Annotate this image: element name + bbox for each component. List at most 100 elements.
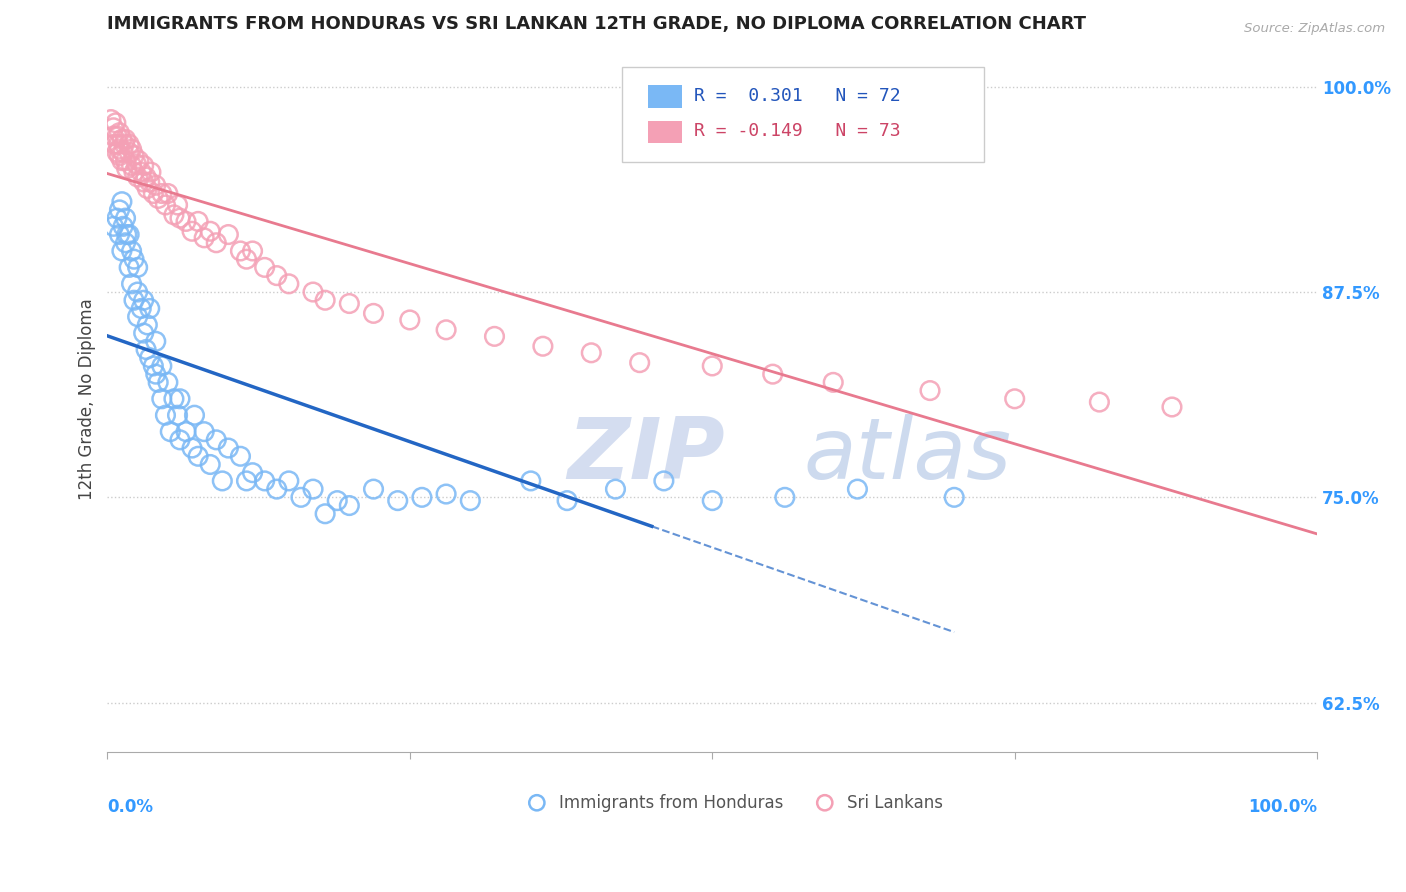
Point [187,214,209,228]
Point [605,482,627,496]
Point [104,116,127,130]
Point [205,433,228,447]
Point [181,224,204,238]
Point [118,227,141,242]
Point [111,194,134,209]
Point [150,359,173,373]
Point [156,186,179,201]
Point [302,482,325,496]
Point [253,260,276,275]
Text: Sri Lankans: Sri Lankans [846,794,942,812]
Point [217,227,239,242]
Text: ZIP: ZIP [567,414,724,497]
Point [112,145,135,160]
Point [138,301,160,316]
Point [1004,392,1026,406]
Point [104,137,127,152]
Point [114,132,136,146]
Point [823,376,845,390]
Point [411,491,433,505]
Point [163,208,186,222]
Point [266,268,288,283]
Point [107,137,129,152]
Point [127,260,149,275]
Point [266,482,288,496]
Bar [648,120,682,143]
Point [132,326,155,340]
Point [702,359,724,373]
Point [115,227,138,242]
Point [127,285,149,299]
Point [129,165,152,179]
Point [229,450,252,464]
Text: Immigrants from Honduras: Immigrants from Honduras [558,794,783,812]
Point [108,202,131,217]
Point [183,408,205,422]
Text: 0.0%: 0.0% [107,797,153,816]
Point [235,252,257,267]
Point [762,367,785,381]
Point [169,433,191,447]
Point [121,142,143,156]
Point [174,214,197,228]
Point [127,169,149,184]
Point [773,491,796,505]
Point [159,425,181,439]
Text: R =  0.301   N = 72: R = 0.301 N = 72 [695,87,901,104]
Point [111,244,134,258]
Point [277,277,299,291]
Point [122,165,145,179]
Point [108,149,131,163]
Point [148,191,170,205]
Point [114,235,136,250]
Point [122,149,145,163]
Point [112,219,135,234]
Bar [648,86,682,108]
Point [127,310,149,324]
Point [337,296,360,310]
Point [531,339,554,353]
Point [150,186,173,201]
Point [118,145,141,160]
Point [193,425,215,439]
Point [363,482,385,496]
Point [142,186,165,201]
Point [337,499,360,513]
Point [142,359,165,373]
Point [105,128,128,143]
Point [434,323,457,337]
Point [132,175,155,189]
Point [1088,395,1111,409]
Point [363,306,385,320]
Point [520,474,543,488]
Point [200,458,222,472]
Point [100,112,122,127]
Point [118,260,141,275]
Point [702,493,724,508]
Point [326,493,349,508]
Point [217,441,239,455]
Point [136,181,159,195]
Point [129,301,152,316]
Point [103,219,125,234]
Point [135,343,157,357]
Point [943,491,966,505]
Point [138,351,160,365]
Point [108,126,131,140]
Point [242,244,264,258]
Point [187,450,209,464]
Point [155,408,177,422]
Point [314,293,336,308]
Point [1161,400,1184,414]
Point [114,153,136,168]
Point [200,224,222,238]
Y-axis label: 12th Grade, No Diploma: 12th Grade, No Diploma [79,298,96,500]
Point [169,392,191,406]
Text: 100.0%: 100.0% [1249,797,1317,816]
Point [302,285,325,299]
Point [211,474,233,488]
Point [148,376,170,390]
Point [150,392,173,406]
Point [652,474,675,488]
Point [108,142,131,156]
